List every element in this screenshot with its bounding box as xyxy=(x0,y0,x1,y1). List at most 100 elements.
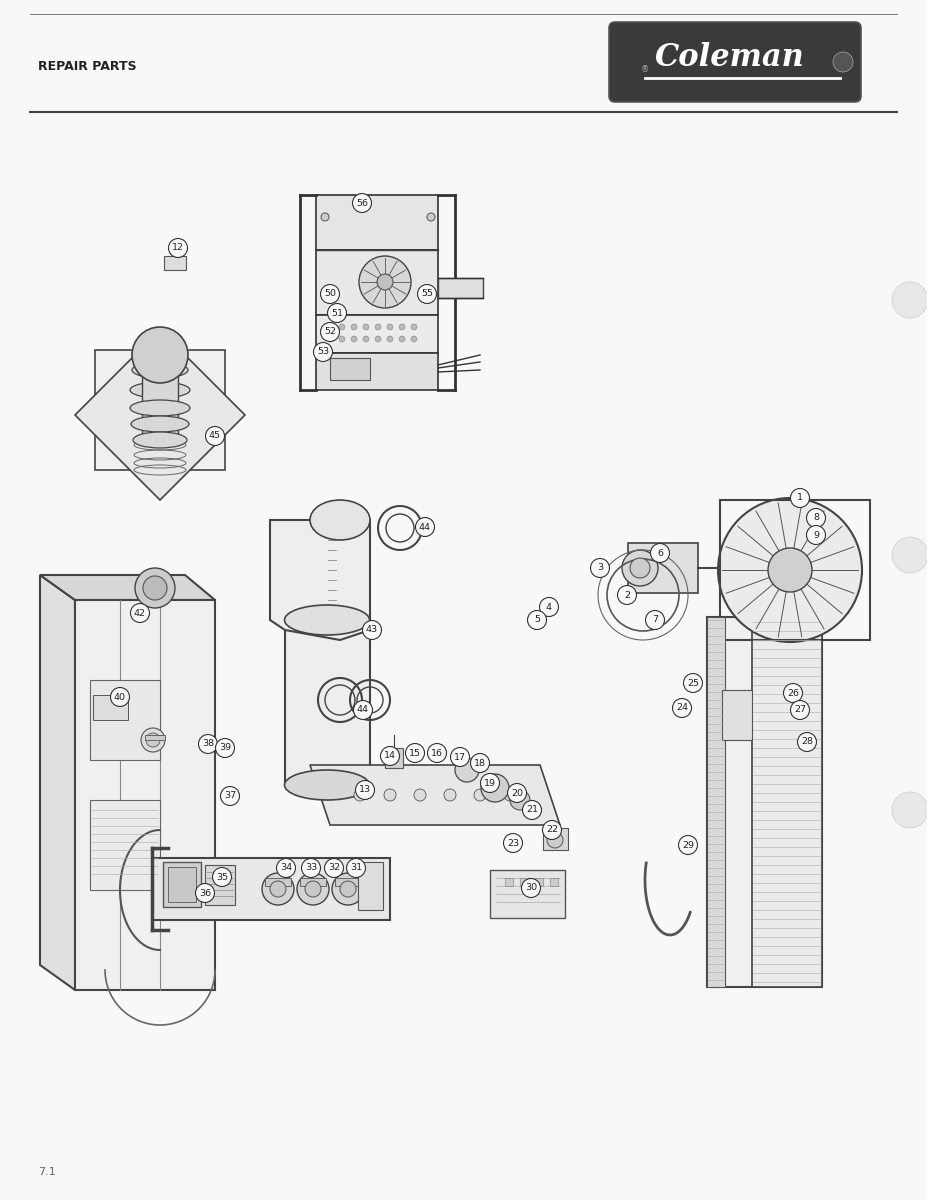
Polygon shape xyxy=(152,858,390,920)
Circle shape xyxy=(375,324,381,330)
Circle shape xyxy=(353,701,373,720)
Circle shape xyxy=(791,488,809,508)
Text: 23: 23 xyxy=(507,839,519,847)
Circle shape xyxy=(683,673,703,692)
Circle shape xyxy=(399,336,405,342)
Ellipse shape xyxy=(133,432,187,448)
Circle shape xyxy=(327,324,333,330)
Text: 12: 12 xyxy=(172,244,184,252)
Circle shape xyxy=(451,748,469,767)
Text: 50: 50 xyxy=(324,289,336,299)
Circle shape xyxy=(352,193,372,212)
Circle shape xyxy=(474,790,486,802)
Ellipse shape xyxy=(132,362,188,378)
Bar xyxy=(535,878,543,886)
Text: 6: 6 xyxy=(657,548,663,558)
Text: 3: 3 xyxy=(597,564,603,572)
Circle shape xyxy=(833,52,853,72)
Text: 53: 53 xyxy=(317,348,329,356)
Text: 55: 55 xyxy=(421,289,433,299)
Bar xyxy=(720,500,870,640)
Bar xyxy=(95,350,225,470)
Circle shape xyxy=(354,790,366,802)
Text: 40: 40 xyxy=(114,692,126,702)
Bar xyxy=(490,870,565,918)
Text: 37: 37 xyxy=(224,792,236,800)
Circle shape xyxy=(215,738,235,757)
Text: 7: 7 xyxy=(652,616,658,624)
Circle shape xyxy=(415,517,435,536)
FancyBboxPatch shape xyxy=(609,22,861,102)
Text: 18: 18 xyxy=(474,758,486,768)
Bar xyxy=(707,617,725,986)
Circle shape xyxy=(301,858,321,877)
Text: 43: 43 xyxy=(366,625,378,635)
Circle shape xyxy=(206,426,224,445)
Text: 28: 28 xyxy=(801,738,813,746)
Circle shape xyxy=(359,256,411,308)
Circle shape xyxy=(387,324,393,330)
Text: 30: 30 xyxy=(525,883,537,893)
Circle shape xyxy=(417,284,437,304)
Text: 38: 38 xyxy=(202,739,214,749)
Text: 19: 19 xyxy=(484,779,496,787)
Bar xyxy=(90,680,160,760)
Circle shape xyxy=(387,336,393,342)
Circle shape xyxy=(892,538,927,572)
Bar xyxy=(358,862,383,910)
Ellipse shape xyxy=(130,400,190,416)
Bar xyxy=(752,617,822,986)
Circle shape xyxy=(332,874,364,905)
Text: 56: 56 xyxy=(356,198,368,208)
Circle shape xyxy=(146,733,160,746)
Circle shape xyxy=(679,835,697,854)
Text: 32: 32 xyxy=(328,864,340,872)
Bar xyxy=(330,358,370,380)
Bar xyxy=(90,800,160,890)
Circle shape xyxy=(806,509,826,528)
Circle shape xyxy=(414,790,426,802)
Circle shape xyxy=(377,274,393,290)
Text: 51: 51 xyxy=(331,308,343,318)
Circle shape xyxy=(427,744,447,762)
Circle shape xyxy=(768,548,812,592)
Bar xyxy=(316,314,438,353)
Circle shape xyxy=(590,558,609,577)
Circle shape xyxy=(363,324,369,330)
Circle shape xyxy=(340,881,356,898)
Bar xyxy=(142,355,178,445)
Bar xyxy=(205,865,235,905)
Bar xyxy=(300,878,326,886)
Text: 34: 34 xyxy=(280,864,292,872)
Circle shape xyxy=(141,728,165,752)
Text: 8: 8 xyxy=(813,514,819,522)
Ellipse shape xyxy=(131,416,189,432)
Circle shape xyxy=(510,790,530,810)
Circle shape xyxy=(355,780,375,799)
Text: 31: 31 xyxy=(349,864,362,872)
Circle shape xyxy=(262,874,294,905)
Circle shape xyxy=(542,821,562,840)
Text: 42: 42 xyxy=(134,608,146,618)
Polygon shape xyxy=(75,600,215,990)
Circle shape xyxy=(297,874,329,905)
Circle shape xyxy=(305,881,321,898)
Circle shape xyxy=(455,758,479,782)
Bar xyxy=(520,878,528,886)
Ellipse shape xyxy=(130,382,190,398)
Text: 39: 39 xyxy=(219,744,231,752)
Circle shape xyxy=(783,684,803,702)
Circle shape xyxy=(672,698,692,718)
Text: 9: 9 xyxy=(813,530,819,540)
Circle shape xyxy=(503,834,523,852)
Bar xyxy=(722,690,752,740)
Circle shape xyxy=(384,790,396,802)
Bar xyxy=(168,866,196,902)
Bar xyxy=(707,617,822,986)
Text: 2: 2 xyxy=(624,590,630,600)
Text: 29: 29 xyxy=(682,840,694,850)
Circle shape xyxy=(617,586,637,605)
Bar xyxy=(505,878,513,886)
Bar xyxy=(385,748,403,768)
Circle shape xyxy=(547,832,563,848)
